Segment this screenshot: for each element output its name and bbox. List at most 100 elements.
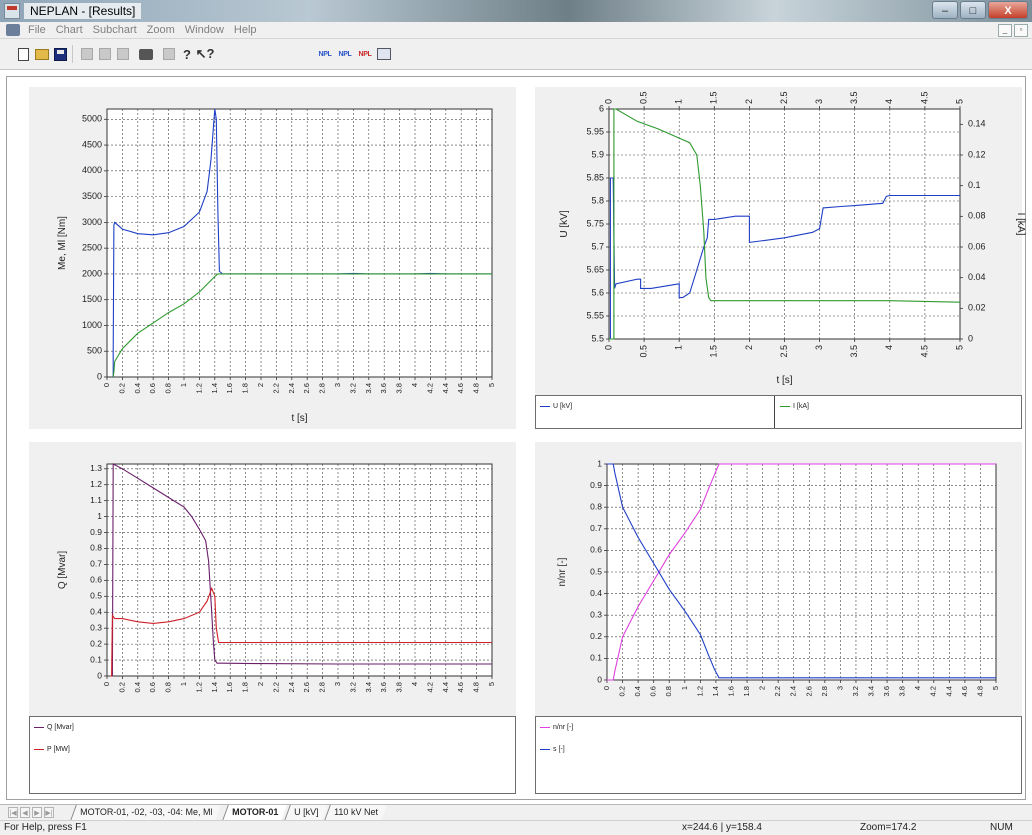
maximize-button[interactable]: □ (960, 1, 986, 19)
voltage-current-chart[interactable]: 0 0 0.5 0.5 1 1 1.5 1.5 2 2 2.5 2.5 3 3 3.5 3.5 4 4 4.5 4.5… (535, 87, 1026, 429)
menu-file[interactable]: File (28, 24, 46, 36)
x-tick-label: 2 (256, 682, 265, 686)
minimize-button[interactable]: – (932, 1, 958, 19)
x-tick-label: 1.2 (194, 383, 203, 393)
x-top-tick-label: 2.5 (779, 91, 789, 104)
x-tick-label: 4 (410, 682, 419, 686)
paste-icon[interactable] (116, 47, 130, 61)
tab-nav-prev[interactable]: ◀ (20, 807, 30, 818)
x-tick-label: 0.8 (164, 383, 173, 393)
menu-subchart[interactable]: Subchart (92, 24, 137, 36)
save-icon[interactable] (53, 47, 67, 61)
help-icon[interactable]: ? (183, 46, 191, 62)
x-tick-label: 4.8 (472, 383, 481, 393)
new-icon[interactable] (16, 47, 30, 61)
x-tick-label: 1.4 (711, 686, 720, 696)
menu-zoom[interactable]: Zoom (146, 24, 175, 36)
menu-help[interactable]: Help (233, 24, 257, 36)
x-tick-label: 0.2 (117, 383, 126, 393)
x-tick-label: 3 (333, 383, 342, 387)
y-tick-label: 0.3 (590, 609, 602, 619)
y-tick-label: 0.1 (590, 653, 602, 663)
y-tick-label: 0.5 (90, 591, 102, 601)
open-icon[interactable] (34, 47, 50, 61)
npl-icon-1[interactable]: NPL (318, 50, 332, 58)
speed-slip-chart[interactable]: 0 0.2 0.4 0.6 0.8 1 1.2 1.4 1.6 1.8 2 2.2 2.4 2.6 2.8 3… (535, 442, 1022, 794)
print-icon[interactable] (138, 47, 154, 61)
x-tick-label: 3.2 (348, 682, 357, 692)
preview-icon[interactable] (162, 47, 176, 61)
legend-power: Q [Mvar] P [MW] (29, 716, 516, 794)
window-title: NEPLAN - [Results] (24, 3, 142, 19)
x-tick-label: 2.6 (302, 682, 311, 692)
tab-u-kv[interactable]: U [kV] (284, 805, 328, 821)
status-zoom: Zoom=174.2 (860, 822, 917, 833)
x-tick-label: 4.5 (919, 345, 929, 358)
chart-panel-voltage-current[interactable]: 0 0 0.5 0.5 1 1 1.5 1.5 2 2 2.5 2.5 3 3 3.5 3.5 4 4 4.5 4.5… (535, 87, 1026, 429)
y-tick-label: 5.8 (591, 195, 604, 205)
npl-icon-2[interactable]: NPL (338, 50, 352, 58)
y2-tick-label: 0.1 (968, 180, 981, 190)
series-line-1 (607, 463, 996, 679)
properties-icon[interactable] (376, 47, 392, 61)
x-tick-label: 1.6 (225, 383, 234, 393)
y-tick-label: 5.85 (586, 172, 604, 182)
x-tick-label: 3.8 (898, 686, 907, 696)
x-tick-label: 2 (758, 686, 767, 690)
x-tick-label: 4 (410, 383, 419, 387)
x-tick-label: 2.4 (287, 383, 296, 393)
x-tick-label: 0.6 (148, 682, 157, 692)
legend-voltage-current: U [kV] I [kA] (535, 395, 1022, 429)
y-tick-label: 0.6 (590, 545, 602, 555)
menu-window[interactable]: Window (184, 24, 224, 36)
series-line-1 (112, 273, 492, 378)
tab-motor-01[interactable]: MOTOR-01 (222, 805, 288, 821)
y-tick-label: 2500 (82, 243, 102, 253)
y-tick-label: 4000 (82, 165, 102, 175)
x-tick-label: 0.2 (117, 682, 126, 692)
sheet-tab-bar: |◀ ◀ ▶ ▶| MOTOR-01, -02, -03, -04: Me, M… (0, 804, 1032, 821)
x-tick-label: 2.8 (318, 383, 327, 393)
mdi-restore-button[interactable]: ▫ (1014, 24, 1028, 37)
x-tick-label: 1 (680, 686, 689, 690)
y-tick-label: 0.7 (590, 523, 602, 533)
app-icon[interactable] (4, 3, 20, 19)
x-tick-label: 1 (179, 682, 188, 686)
menu-chart[interactable]: Chart (55, 24, 83, 36)
chart-panel-speed[interactable]: 0 0.2 0.4 0.6 0.8 1 1.2 1.4 1.6 1.8 2 2.2 2.4 2.6 2.8 3… (535, 442, 1022, 794)
context-help-icon[interactable]: ↖? (195, 46, 215, 61)
y-axis-label: Me, Ml [Nm] (57, 216, 68, 270)
tab-nav-first[interactable]: |◀ (8, 807, 18, 818)
document-icon[interactable] (6, 24, 20, 36)
y-tick-label: 0.6 (90, 575, 102, 585)
status-coordinates: x=244.6 | y=158.4 (682, 822, 762, 833)
toolbar: ? ↖? NPL NPL NPL (0, 39, 1032, 70)
chart-panel-torque[interactable]: 0 0.2 0.4 0.6 0.8 1 1.2 1.4 1.6 1.8 2 2.2 2.4 2.6 2.8 3… (29, 87, 516, 429)
x-tick-label: 4.4 (944, 686, 953, 696)
x-tick-label: 0.8 (664, 686, 673, 696)
y-tick-label: 1500 (82, 294, 102, 304)
legend-item-i: I [kA] (780, 400, 809, 412)
y-axis-label: U [kV] (559, 210, 570, 237)
y2-tick-label: 0.04 (968, 272, 986, 282)
y-axis-label: Q [Mvar] (57, 551, 68, 590)
close-button[interactable]: X (988, 1, 1028, 19)
torque-chart[interactable]: 0 0.2 0.4 0.6 0.8 1 1.2 1.4 1.6 1.8 2 2.2 2.4 2.6 2.8 3… (29, 87, 516, 429)
tab-nav-last[interactable]: ▶| (44, 807, 54, 818)
npl-icon-3[interactable]: NPL (358, 50, 372, 58)
x-tick-label: 0 (102, 682, 111, 686)
copy-icon[interactable] (98, 47, 112, 61)
mdi-minimize-button[interactable]: _ (998, 24, 1012, 37)
x-tick-label: 3.6 (882, 686, 891, 696)
x-tick-label: 5 (954, 345, 964, 350)
x-top-tick-label: 1 (674, 99, 684, 104)
cut-icon[interactable] (80, 47, 94, 61)
x-tick-label: 4.4 (441, 682, 450, 692)
chart-panel-reactive-power[interactable]: 0 0.2 0.4 0.6 0.8 1 1.2 1.4 1.6 1.8 2 2.2 2.4 2.6 2.8 3… (29, 442, 516, 794)
tab-motors-me-ml[interactable]: MOTOR-01, -02, -03, -04: Me, Ml (70, 805, 222, 821)
x-tick-label: 4.2 (425, 383, 434, 393)
tab-nav-next[interactable]: ▶ (32, 807, 42, 818)
plot-area (606, 463, 997, 681)
tab-110kv-net[interactable]: 110 kV Net (324, 805, 387, 821)
power-chart[interactable]: 0 0.2 0.4 0.6 0.8 1 1.2 1.4 1.6 1.8 2 2.2 2.4 2.6 2.8 3… (29, 442, 516, 794)
